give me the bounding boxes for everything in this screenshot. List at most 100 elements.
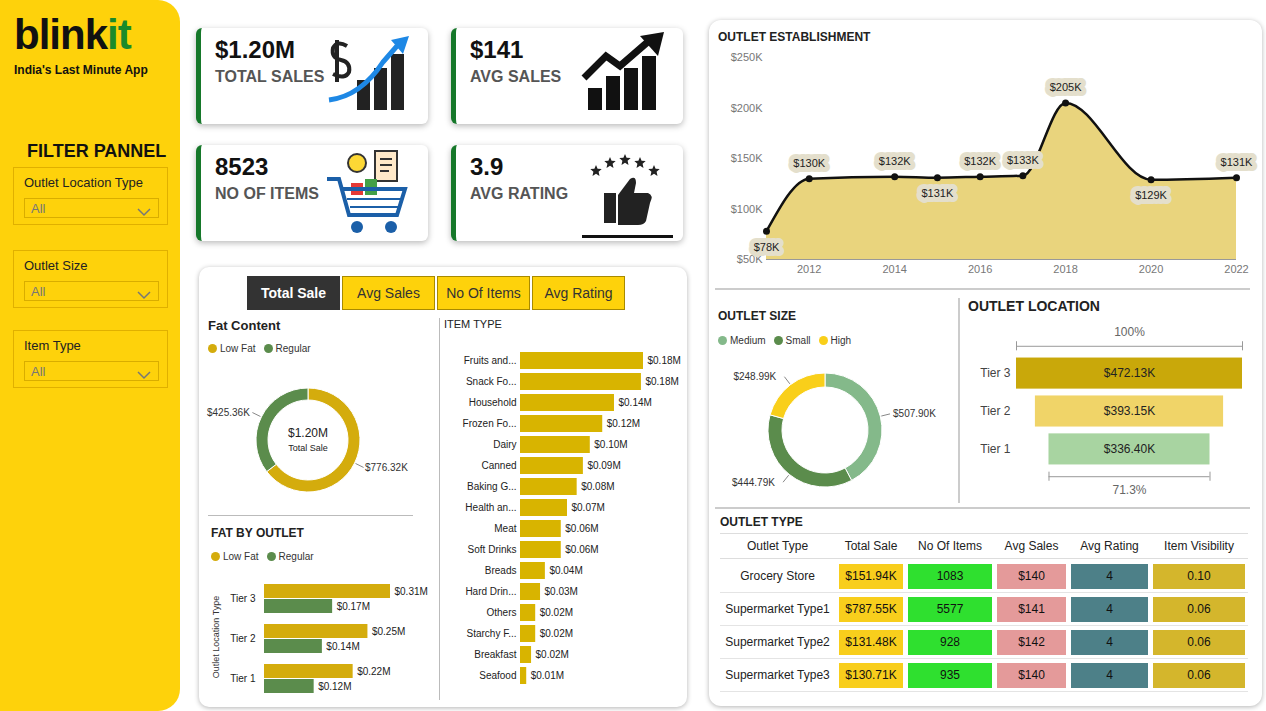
html-text:Total Sale: Total Sale [261, 285, 326, 301]
svg-text:$0.25M: $0.25M [372, 626, 405, 637]
svg-text:Household: Household [469, 397, 517, 408]
svg-text:$0.02M: $0.02M [540, 628, 573, 639]
svg-text:$78K: $78K [754, 241, 780, 253]
svg-text:$150K: $150K [731, 152, 763, 164]
svg-text:$393.15K: $393.15K [1104, 404, 1155, 418]
svg-text:$444.79K: $444.79K [732, 477, 775, 488]
svg-text:$0.02M: $0.02M [540, 607, 573, 618]
svg-text:2020: 2020 [1139, 263, 1163, 275]
svg-text:$0.12M: $0.12M [607, 418, 640, 429]
svg-text:$0.02M: $0.02M [536, 649, 569, 660]
svg-text:$78K: $78K [754, 241, 780, 253]
svg-text:$50K: $50K [737, 253, 763, 265]
svg-text:2022: 2022 [1224, 263, 1248, 275]
svg-text:$205K: $205K [1050, 81, 1082, 93]
svg-text:2012: 2012 [797, 263, 821, 275]
html-text:TOTAL SALES: TOTAL SALES [215, 68, 325, 85]
svg-text:$132K: $132K [879, 155, 911, 167]
svg-text:Dairy: Dairy [493, 439, 516, 450]
svg-text:$248.99K: $248.99K [733, 371, 776, 382]
svg-text:$507.90K: $507.90K [893, 408, 936, 419]
svg-text:Tier 3: Tier 3 [230, 593, 256, 604]
html-text:$141: $141 [470, 36, 524, 63]
svg-text:100%: 100% [1114, 325, 1145, 339]
svg-text:$133K: $133K [1007, 154, 1039, 166]
svg-text:$472.13K: $472.13K [1104, 366, 1155, 380]
svg-text:71.3%: 71.3% [1112, 483, 1146, 497]
html-text:NO OF ITEMS: NO OF ITEMS [215, 185, 319, 202]
svg-text:$132K: $132K [879, 155, 911, 167]
svg-text:$0.04M: $0.04M [549, 565, 582, 576]
html-text:3.9: 3.9 [470, 153, 504, 180]
html-text:FILTER PANNEL: FILTER PANNEL [27, 141, 167, 161]
svg-text:$0.14M: $0.14M [326, 641, 359, 652]
svg-text:$130K: $130K [793, 157, 825, 169]
svg-text:Breakfast: Breakfast [474, 649, 516, 660]
html-text:AVG RATING: AVG RATING [470, 185, 569, 202]
svg-text:$200K: $200K [731, 102, 763, 114]
svg-text:Snack Fo...: Snack Fo... [466, 376, 517, 387]
svg-text:$0.14M: $0.14M [618, 397, 651, 408]
svg-text:Tier 1: Tier 1 [980, 442, 1011, 456]
svg-text:$0.03M: $0.03M [545, 586, 578, 597]
svg-text:Meat: Meat [494, 523, 516, 534]
svg-text:2018: 2018 [1053, 263, 1077, 275]
svg-text:$0.08M: $0.08M [581, 481, 614, 492]
svg-text:$100K: $100K [731, 203, 763, 215]
html-text:Avg Sales: Avg Sales [357, 285, 420, 301]
svg-text:$132K: $132K [964, 155, 996, 167]
svg-text:Health an...: Health an... [465, 502, 516, 513]
html-text:OUTLET LOCATION: OUTLET LOCATION [968, 298, 1100, 314]
svg-text:Total Sale: Total Sale [288, 443, 328, 453]
svg-text:$131K: $131K [1221, 156, 1253, 168]
svg-text:Hard Drin...: Hard Drin... [465, 586, 516, 597]
svg-text:$0.18M: $0.18M [648, 355, 681, 366]
svg-text:Others: Others [486, 607, 516, 618]
svg-text:Tier 2: Tier 2 [980, 404, 1011, 418]
svg-text:2016: 2016 [968, 263, 992, 275]
svg-text:$131K: $131K [1221, 156, 1253, 168]
svg-text:Frozen Fo...: Frozen Fo... [463, 418, 517, 429]
svg-text:$131K: $131K [922, 187, 954, 199]
svg-text:$132K: $132K [964, 155, 996, 167]
svg-text:$0.10M: $0.10M [594, 439, 627, 450]
svg-text:$133K: $133K [1007, 154, 1039, 166]
html-text:8523: 8523 [215, 153, 269, 180]
svg-text:$129K: $129K [1135, 189, 1167, 201]
svg-text:$0.22M: $0.22M [357, 666, 390, 677]
svg-text:$0.07M: $0.07M [571, 502, 604, 513]
svg-text:Breads: Breads [485, 565, 517, 576]
html-text:blink it: blink it [14, 11, 131, 58]
svg-text:$130K: $130K [793, 157, 825, 169]
svg-text:$0.06M: $0.06M [565, 523, 598, 534]
svg-text:$425.36K: $425.36K [207, 407, 250, 418]
html-text:AVG SALES: AVG SALES [470, 68, 562, 85]
svg-text:Soft Drinks: Soft Drinks [468, 544, 517, 555]
svg-text:$129K: $129K [1135, 189, 1167, 201]
svg-text:$0.06M: $0.06M [565, 544, 598, 555]
html-text:$1.20M: $1.20M [215, 36, 296, 63]
html-text:No Of Items: No Of Items [446, 285, 521, 301]
svg-text:2014: 2014 [882, 263, 906, 275]
svg-text:Fruits and...: Fruits and... [464, 355, 517, 366]
svg-text:$1.20M: $1.20M [288, 426, 328, 440]
svg-text:$776.32K: $776.32K [365, 462, 408, 473]
svg-text:Seafood: Seafood [479, 670, 516, 681]
svg-text:Tier 2: Tier 2 [230, 633, 256, 644]
svg-text:$0.01M: $0.01M [531, 670, 564, 681]
html-text:Avg Rating: Avg Rating [544, 285, 613, 301]
svg-text:$205K: $205K [1050, 81, 1082, 93]
svg-text:$0.31M: $0.31M [395, 586, 428, 597]
svg-text:Canned: Canned [481, 460, 516, 471]
svg-text:$250K: $250K [731, 51, 763, 63]
svg-text:Baking G...: Baking G... [467, 481, 516, 492]
svg-text:Starchy F...: Starchy F... [466, 628, 516, 639]
svg-text:$0.12M: $0.12M [318, 681, 351, 692]
svg-text:$0.09M: $0.09M [587, 460, 620, 471]
svg-text:Tier 3: Tier 3 [980, 366, 1011, 380]
svg-text:$0.18M: $0.18M [645, 376, 678, 387]
svg-text:Tier 1: Tier 1 [230, 673, 256, 684]
svg-text:$0.17M: $0.17M [337, 601, 370, 612]
svg-text:$131K: $131K [922, 187, 954, 199]
svg-text:$336.40K: $336.40K [1104, 442, 1155, 456]
